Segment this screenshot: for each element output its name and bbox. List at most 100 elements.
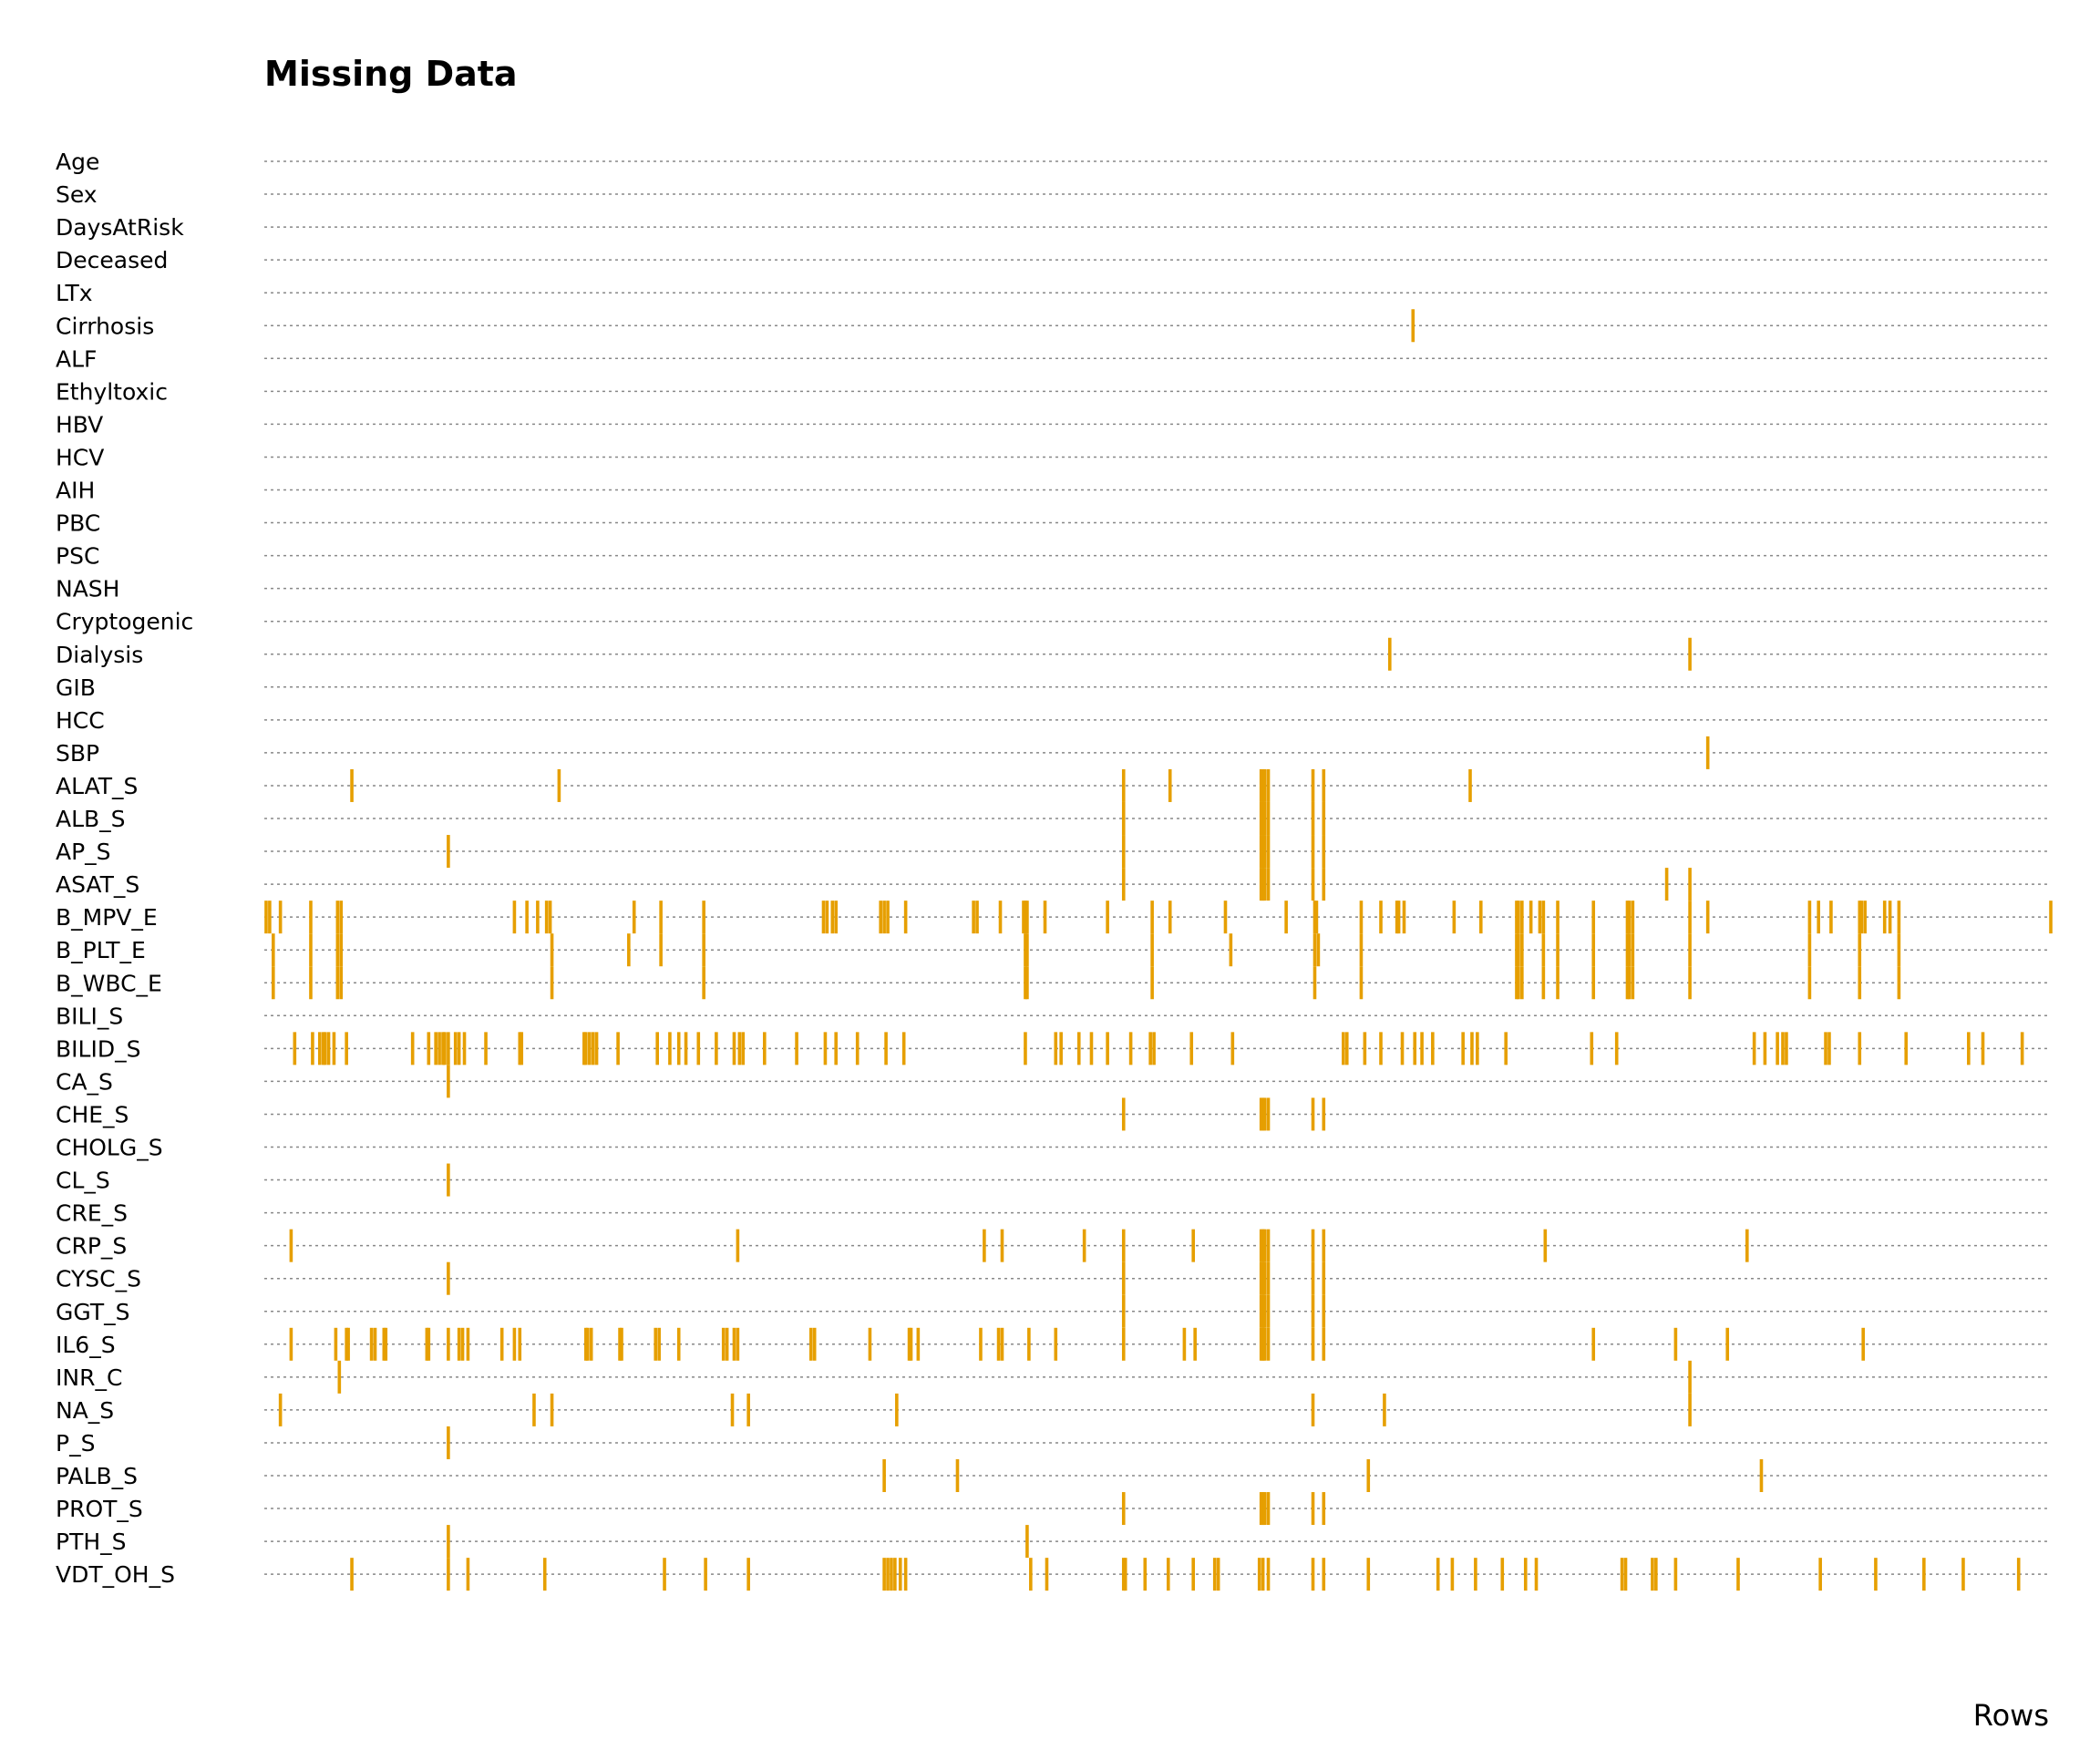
missing-mark xyxy=(1261,835,1265,869)
missing-mark xyxy=(1311,835,1315,869)
missing-mark xyxy=(512,1327,517,1361)
missing-mark xyxy=(1752,1032,1756,1065)
missing-mark xyxy=(441,1032,445,1065)
missing-mark xyxy=(550,933,554,967)
missing-mark xyxy=(1168,901,1172,934)
row-label-hbv: HBV xyxy=(56,411,103,438)
missing-mark xyxy=(676,1327,681,1361)
missing-mark xyxy=(1322,1294,1326,1328)
missing-mark xyxy=(1261,768,1265,802)
missing-mark xyxy=(1223,901,1228,934)
row-label-cre_s: CRE_S xyxy=(56,1200,128,1227)
missing-mark xyxy=(1379,1032,1383,1065)
missing-mark xyxy=(589,1327,593,1361)
missing-mark xyxy=(345,1032,348,1065)
missing-mark xyxy=(1807,901,1812,934)
missing-mark xyxy=(1631,933,1635,967)
missing-mark xyxy=(1121,1294,1126,1328)
missing-mark xyxy=(1000,1229,1004,1262)
missing-mark xyxy=(1688,933,1692,967)
missing-mark xyxy=(1266,768,1271,802)
missing-mark xyxy=(337,1360,342,1394)
missing-mark xyxy=(532,1393,536,1426)
missing-mark xyxy=(1322,868,1326,901)
row-label-ethyltoxic: Ethyltoxic xyxy=(56,378,168,405)
missing-mark xyxy=(309,933,313,967)
missing-mark xyxy=(1261,1261,1265,1295)
missing-mark xyxy=(335,901,340,934)
missing-mark xyxy=(1259,1097,1263,1131)
missing-mark xyxy=(1534,1558,1539,1591)
missing-mark xyxy=(1897,933,1901,967)
missing-mark xyxy=(1025,933,1029,967)
missing-mark xyxy=(1981,1032,1985,1065)
missing-mark xyxy=(1106,1032,1109,1065)
missing-mark xyxy=(499,1327,504,1361)
missing-mark xyxy=(438,1032,441,1065)
missing-mark xyxy=(1688,966,1692,1000)
missing-mark xyxy=(484,1032,488,1065)
missing-mark xyxy=(1623,1558,1628,1591)
missing-mark xyxy=(1216,1558,1220,1591)
missing-mark xyxy=(1725,1327,1730,1361)
missing-mark xyxy=(425,1327,429,1361)
missing-mark xyxy=(736,1229,740,1262)
missing-mark xyxy=(1541,901,1546,934)
missing-mark xyxy=(1807,933,1812,967)
missing-mark xyxy=(1311,1393,1315,1426)
missing-mark xyxy=(1470,1032,1474,1065)
missing-mark xyxy=(1121,1261,1126,1295)
missing-mark xyxy=(1311,1294,1315,1328)
missing-mark xyxy=(1311,768,1315,802)
missing-mark xyxy=(1627,966,1632,1000)
missing-mark xyxy=(1266,835,1271,869)
missing-mark xyxy=(1322,802,1326,835)
missing-mark xyxy=(1266,1261,1271,1295)
missing-mark xyxy=(663,1558,666,1591)
missing-mark xyxy=(272,966,275,1000)
missing-mark xyxy=(346,1327,350,1361)
row-label-cl_s: CL_S xyxy=(56,1168,110,1194)
missing-mark xyxy=(795,1032,798,1065)
missing-marks xyxy=(264,309,2053,1591)
missing-mark xyxy=(684,1032,688,1065)
missing-mark xyxy=(916,1327,921,1361)
missing-mark xyxy=(466,1327,470,1361)
missing-mark xyxy=(1688,637,1692,671)
missing-mark xyxy=(1322,1327,1326,1361)
missing-mark xyxy=(1150,901,1154,934)
missing-mark xyxy=(1322,1261,1326,1295)
missing-mark xyxy=(808,1327,813,1361)
missing-mark xyxy=(1785,1032,1788,1065)
missing-mark xyxy=(1625,901,1630,934)
row-label-dialysis: Dialysis xyxy=(56,642,143,668)
missing-mark xyxy=(1651,1558,1654,1591)
missing-mark xyxy=(1259,1229,1263,1262)
missing-mark xyxy=(975,901,979,934)
missing-mark xyxy=(890,1558,893,1591)
missing-mark xyxy=(1261,1294,1265,1328)
missing-mark xyxy=(893,1558,897,1591)
row-label-na_s: NA_S xyxy=(56,1397,114,1424)
missing-mark xyxy=(1500,1558,1505,1591)
missing-mark xyxy=(654,1327,658,1361)
missing-mark xyxy=(1024,1032,1027,1065)
missing-mark xyxy=(1859,901,1864,934)
missing-mark xyxy=(1759,1459,1764,1492)
row-label-cryptogenic: Cryptogenic xyxy=(56,609,193,635)
row-label-hcc: HCC xyxy=(56,707,105,734)
row-label-il6_s: IL6_S xyxy=(56,1332,116,1358)
missing-mark xyxy=(632,901,636,934)
missing-mark xyxy=(1312,966,1317,1000)
missing-mark xyxy=(884,1032,888,1065)
missing-mark xyxy=(1452,901,1457,934)
missing-mark xyxy=(1043,901,1047,934)
missing-mark xyxy=(334,1327,338,1361)
missing-mark xyxy=(1259,868,1263,901)
missing-mark xyxy=(979,1327,983,1361)
missing-mark xyxy=(536,901,540,934)
row-label-alf: ALF xyxy=(56,345,97,372)
missing-mark xyxy=(1807,966,1812,1000)
row-label-b_plt_e: B_PLT_E xyxy=(56,937,146,963)
